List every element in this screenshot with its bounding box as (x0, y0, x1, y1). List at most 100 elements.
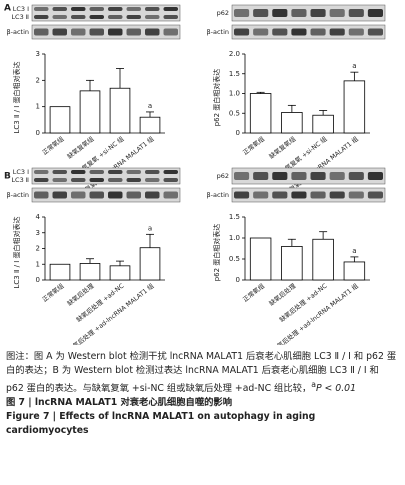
significance: a (148, 102, 152, 110)
blot-label: β-actin (206, 191, 229, 199)
blot-band (34, 7, 49, 11)
y-tick-label: 2 (36, 76, 40, 84)
figure-en: Figure 7 | Effects of lncRNA MALAT1 on a… (6, 411, 316, 437)
y-axis-label: LC3 Ⅱ / Ⅰ 蛋白相对表达 (12, 61, 21, 133)
blot-band (272, 191, 288, 199)
blot-band (71, 7, 86, 11)
x-tick-label: 正常氧组 (241, 134, 267, 157)
y-tick-label: 3 (36, 50, 40, 58)
blot-band (291, 9, 307, 17)
blot-band (145, 170, 160, 174)
blot-band (348, 172, 364, 180)
blot-label: β-actin (206, 28, 229, 36)
blot-label: LC3 Ⅱ (11, 176, 29, 184)
blot-band (234, 191, 250, 199)
bar (281, 245, 303, 281)
blot-band (126, 178, 141, 182)
blot-band (34, 28, 49, 36)
blot-band (71, 28, 86, 36)
blot-frame (231, 4, 386, 22)
blot-band (163, 15, 178, 19)
note: 图注：图 A 为 Western blot 检测干扰 lncRNA MALAT1… (6, 350, 399, 396)
y-tick-label: 1.0 (229, 90, 240, 98)
blot-band (329, 172, 345, 180)
blot-band (310, 9, 326, 17)
error-bar (146, 233, 154, 248)
blot-frame (231, 187, 386, 203)
error-bar (86, 258, 94, 264)
blot-band (108, 15, 123, 19)
bar (312, 238, 334, 281)
blot-label: p62 (217, 9, 229, 17)
blot-band (71, 15, 86, 19)
y-tick-label: 0.5 (229, 109, 240, 117)
blot-band (163, 170, 178, 174)
blot-band (126, 28, 141, 36)
blot-band (253, 28, 269, 36)
error-bar (116, 260, 124, 266)
caption: 图注：图 A 为 Western blot 检测干扰 lncRNA MALAT1… (6, 350, 399, 438)
y-tick-label: 0 (36, 276, 40, 284)
bar (249, 93, 272, 134)
error-bar (350, 256, 359, 262)
bar (109, 87, 131, 134)
blot-band (163, 178, 178, 182)
significance: a (352, 62, 356, 70)
blot-band (145, 7, 160, 11)
x-tick-label: 正常氧组 (241, 281, 267, 304)
blot-label: LC3 Ⅰ (13, 5, 29, 13)
blot-band (89, 15, 104, 19)
y-tick-label: 0 (236, 129, 240, 137)
blot-band (163, 191, 178, 199)
panel-label: B (4, 172, 11, 182)
blot-frame (31, 187, 181, 203)
y-tick-label: 1 (36, 260, 40, 268)
x-tick-label: 缺氧后处理 (267, 281, 298, 308)
bar (109, 265, 131, 281)
y-axis-label: p62 蛋白相对表达 (212, 224, 221, 282)
x-tick-label: 缺氧后处理 +ad-NC (74, 281, 126, 324)
blot-band (234, 9, 250, 17)
blot-label: β-actin (6, 191, 29, 199)
figure-cn: 图 7 | lncRNA MALAT1 对衰老心肌细胞自噬的影响 (6, 397, 233, 409)
blot-label: β-actin (6, 28, 29, 36)
blot-label: LC3 Ⅰ (13, 168, 29, 176)
blot-band (272, 172, 288, 180)
blot-band (108, 7, 123, 11)
bar (281, 112, 303, 134)
blot-band (145, 178, 160, 182)
error-bar (287, 238, 296, 247)
x-tick-label: 缺氧复氧组 (65, 134, 96, 161)
note-end: P < 0.01 (316, 383, 357, 395)
bar (79, 263, 101, 281)
blot-band (272, 9, 288, 17)
blot-band (52, 178, 67, 182)
blot-frame (231, 24, 386, 40)
blot-band (108, 170, 123, 174)
blot-band (367, 191, 383, 199)
blot-band (52, 15, 67, 19)
blot-band (108, 191, 123, 199)
blot-band (52, 191, 67, 199)
blot-frame (231, 167, 386, 185)
blot-band (348, 28, 364, 36)
blot-band (348, 191, 364, 199)
blot-band (367, 9, 383, 17)
y-tick-label: 1.5 (229, 213, 240, 221)
blot-frame (31, 4, 181, 22)
significance: a (352, 247, 356, 255)
x-tick-label: 正常氧组 (40, 281, 66, 304)
bar (343, 80, 366, 134)
blot-band (89, 7, 104, 11)
blot-band (145, 28, 160, 36)
error-bar (256, 91, 265, 94)
error-bar (350, 71, 359, 81)
blot-band (34, 191, 49, 199)
blot-band (310, 191, 326, 199)
blot-band (253, 191, 269, 199)
y-tick-label: 4 (36, 213, 41, 221)
blot-band (291, 191, 307, 199)
blot-band (272, 28, 288, 36)
blot-band (367, 172, 383, 180)
